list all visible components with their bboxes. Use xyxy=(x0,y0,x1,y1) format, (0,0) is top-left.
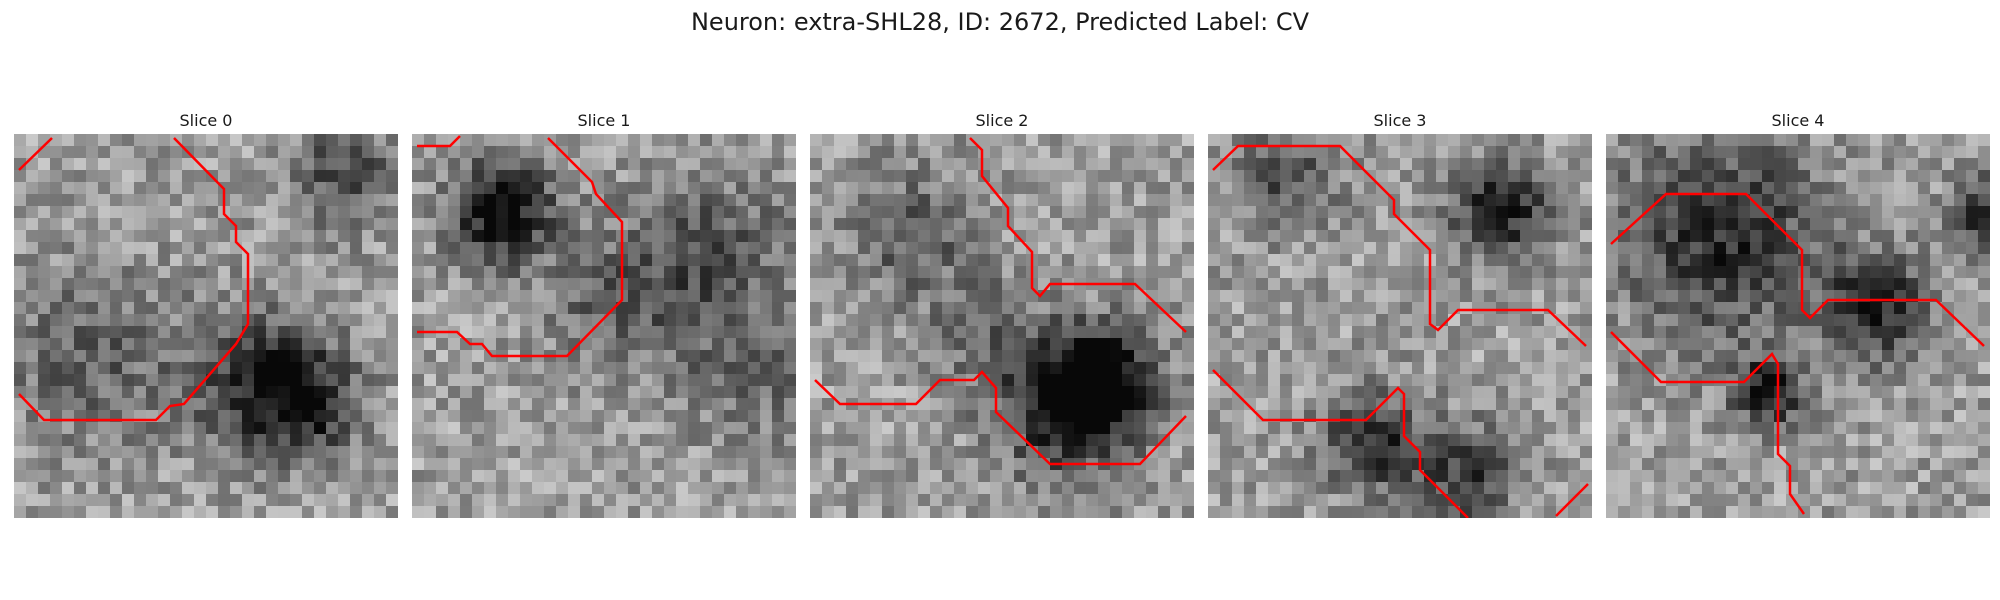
slice-image-0 xyxy=(14,134,398,518)
grayscale-image-0 xyxy=(14,134,398,518)
slice-panel-2: Slice 2 xyxy=(810,108,1194,518)
slice-panel-3: Slice 3 xyxy=(1208,108,1592,518)
contour-1a xyxy=(417,135,461,148)
slice-panel-1: Slice 1 xyxy=(412,108,796,518)
slice-title-2: Slice 2 xyxy=(975,111,1029,130)
contour-2b xyxy=(814,370,1187,466)
contour-0b xyxy=(18,137,250,422)
slice-image-1 xyxy=(412,134,796,518)
slice-image-4 xyxy=(1606,134,1990,518)
slice-image-3 xyxy=(1208,134,1592,518)
contour-4b xyxy=(1610,331,1806,515)
contour-2a xyxy=(969,137,1187,333)
grayscale-image-4 xyxy=(1606,134,1990,518)
contour-1b xyxy=(417,137,624,358)
slice-title-3: Slice 3 xyxy=(1373,111,1427,130)
grayscale-image-2 xyxy=(810,134,1194,518)
slice-title-0: Slice 0 xyxy=(179,111,233,130)
contour-3b xyxy=(1212,369,1469,518)
contour-4a xyxy=(1610,192,1985,347)
slice-title-1: Slice 1 xyxy=(577,111,631,130)
figure-title: Neuron: extra-SHL28, ID: 2672, Predicted… xyxy=(690,8,1310,36)
contour-0a xyxy=(18,137,53,171)
grayscale-image-1 xyxy=(412,134,796,518)
slice-title-4: Slice 4 xyxy=(1771,111,1825,130)
contour-3a xyxy=(1212,144,1587,347)
slice-panel-4: Slice 4 xyxy=(1606,108,1990,518)
contour-3c xyxy=(1555,483,1589,517)
grayscale-image-3 xyxy=(1208,134,1592,518)
slice-image-2 xyxy=(810,134,1194,518)
slice-panel-0: Slice 0 xyxy=(14,108,398,518)
